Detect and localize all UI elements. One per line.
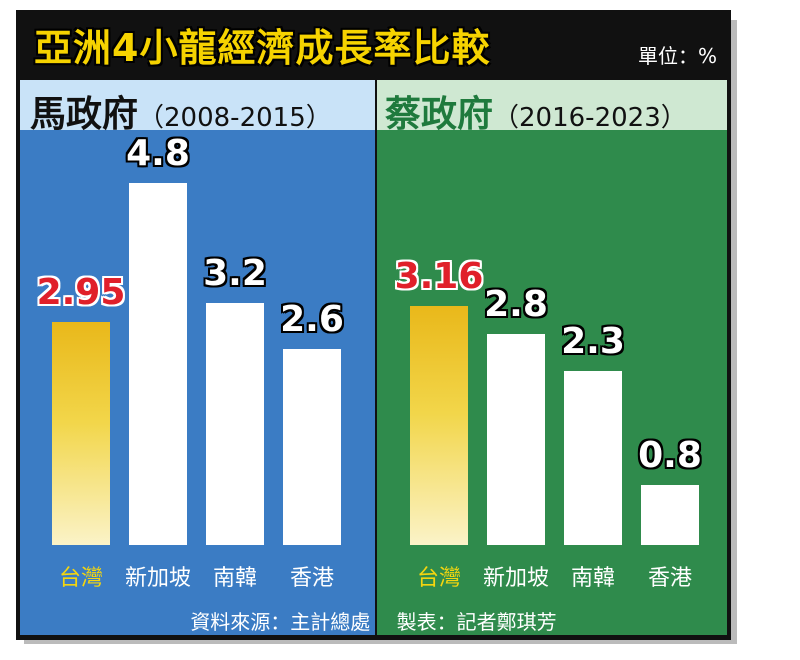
unit-label: 單位：% bbox=[637, 44, 717, 68]
panel-left-title-years: （2008-2015） bbox=[138, 103, 332, 133]
value-label-left-1: 4.8 bbox=[126, 132, 190, 174]
bar-right-0 bbox=[410, 306, 468, 545]
bar-right-3 bbox=[641, 484, 699, 545]
category-label-left-0: 台灣 bbox=[58, 566, 103, 591]
bar-right-1 bbox=[487, 333, 545, 545]
panel-right-title-main: 蔡政府 bbox=[385, 94, 494, 135]
value-label-right-3: 0.8 bbox=[638, 434, 702, 476]
panel-left-title-main: 馬政府 bbox=[30, 94, 139, 135]
chart-title: 亞洲4小龍經濟成長率比較 bbox=[34, 26, 491, 70]
value-label-right-1: 2.8 bbox=[484, 283, 548, 325]
bar-left-2 bbox=[206, 303, 264, 545]
category-label-right-1: 新加坡 bbox=[482, 566, 549, 591]
frame-shadow-bottom bbox=[24, 640, 737, 644]
value-label-left-2: 3.2 bbox=[203, 253, 267, 295]
panel-left-title-band bbox=[20, 80, 375, 130]
category-label-right-0: 台灣 bbox=[416, 566, 461, 591]
category-label-left-2: 南韓 bbox=[212, 566, 257, 591]
bar-left-3 bbox=[283, 348, 341, 545]
value-label-right-2: 2.3 bbox=[561, 321, 625, 363]
value-label-left-0: 2.95 bbox=[36, 272, 126, 314]
chart-header: 亞洲4小龍經濟成長率比較 單位：% bbox=[20, 14, 727, 78]
chart-footer: 資料來源：主計總處 製表：記者鄭琪芳 bbox=[20, 606, 727, 635]
footer-source: 資料來源：主計總處 bbox=[190, 610, 371, 634]
value-label-right-0: 3.16 bbox=[394, 256, 484, 298]
bar-left-0 bbox=[52, 322, 110, 545]
panel-right-title-years: （2016-2023） bbox=[493, 103, 687, 133]
panel-right-title-band bbox=[377, 80, 727, 130]
value-label-left-3: 2.6 bbox=[280, 298, 344, 340]
panel-left-title: 馬政府（2008-2015） bbox=[30, 85, 332, 137]
frame-shadow-right bbox=[731, 20, 737, 644]
footer-maker: 製表：記者鄭琪芳 bbox=[396, 610, 557, 634]
bar-left-1 bbox=[129, 182, 187, 545]
panel-right-title: 蔡政府（2016-2023） bbox=[385, 85, 687, 137]
category-label-left-3: 香港 bbox=[289, 566, 334, 591]
bar-right-2 bbox=[564, 371, 622, 545]
category-label-right-2: 南韓 bbox=[570, 566, 615, 591]
category-label-right-3: 香港 bbox=[647, 566, 692, 591]
category-label-left-1: 新加坡 bbox=[124, 566, 191, 591]
